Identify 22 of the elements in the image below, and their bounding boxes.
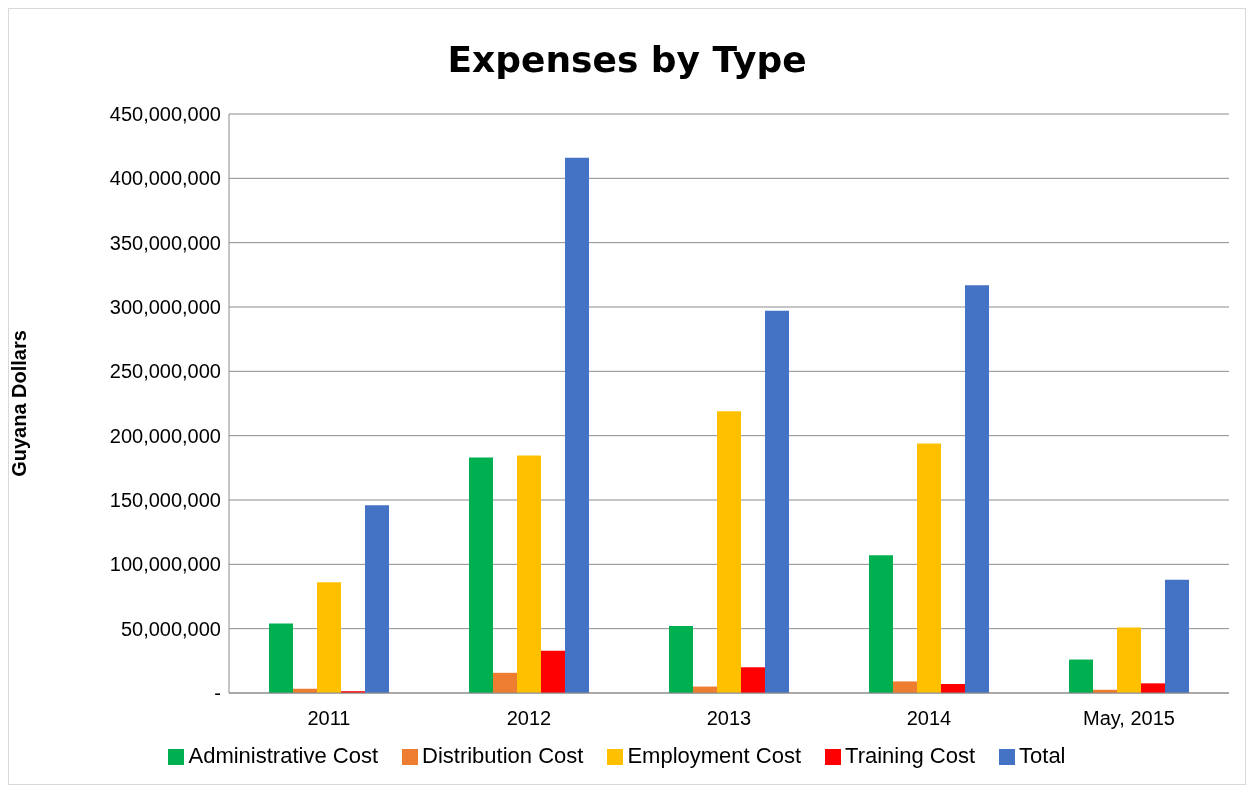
x-tick-label: 2014 bbox=[906, 707, 952, 730]
y-tick-label: - bbox=[214, 682, 221, 705]
legend-label: Employment Cost bbox=[627, 743, 802, 768]
y-tick-label: 300,000,000 bbox=[109, 296, 221, 319]
legend-label: Training Cost bbox=[845, 743, 976, 768]
x-tick-label: 2012 bbox=[506, 707, 552, 730]
legend-label: Distribution Cost bbox=[422, 743, 584, 768]
y-tick-label: 400,000,000 bbox=[109, 167, 221, 190]
y-tick-label: 450,000,000 bbox=[109, 103, 221, 126]
legend-label: Administrative Cost bbox=[188, 743, 378, 768]
y-tick-label: 250,000,000 bbox=[109, 360, 221, 383]
y-tick-label: 50,000,000 bbox=[120, 617, 221, 640]
y-tick-label: 100,000,000 bbox=[109, 553, 221, 576]
y-axis-title: Guyana Dollars bbox=[8, 330, 31, 477]
x-tick-label: 2011 bbox=[307, 707, 351, 730]
chart-title: Expenses by Type bbox=[446, 39, 808, 82]
legend-label: Total bbox=[1019, 743, 1066, 768]
y-tick-label: 150,000,000 bbox=[109, 489, 221, 512]
y-tick-label: 200,000,000 bbox=[109, 424, 221, 447]
x-tick-label: 2013 bbox=[706, 707, 752, 730]
x-tick-label: May, 2015 bbox=[1083, 707, 1175, 730]
y-tick-label: 350,000,000 bbox=[109, 231, 221, 254]
